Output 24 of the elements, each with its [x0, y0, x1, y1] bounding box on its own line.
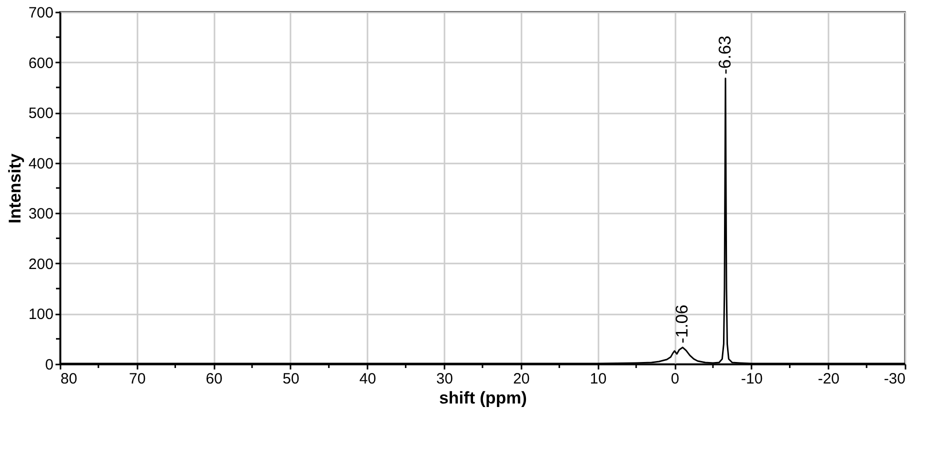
x-tick-label: -30 [884, 370, 906, 388]
y-tick-label: 600 [28, 54, 54, 72]
annotation: -6.63 [715, 36, 734, 74]
y-tick-label: 300 [28, 206, 54, 223]
x-tick-label: -20 [818, 370, 840, 388]
x-tick-label: 20 [513, 370, 530, 388]
y-tick-label: 0 [45, 356, 54, 374]
x-tick-label: 60 [206, 370, 222, 388]
x-tick-label: 40 [359, 370, 376, 388]
y-tick-label: 400 [28, 155, 54, 172]
x-tick-label: 50 [282, 370, 300, 388]
y-axis-title: Intensity [5, 153, 24, 224]
y-tick-label: 100 [28, 306, 54, 324]
x-tick-label: 0 [670, 370, 680, 388]
x-tick-label: 70 [128, 370, 146, 388]
x-tick-label: 80 [60, 370, 78, 388]
y-tick-label: 200 [28, 256, 54, 273]
x-axis-title: shift (ppm) [439, 388, 527, 408]
y-tick-label: 700 [28, 4, 54, 22]
annotation: -1.06 [672, 304, 692, 344]
y-tick-label: 500 [28, 105, 54, 122]
x-tick-label: 10 [590, 370, 607, 388]
x-tick-label: -10 [741, 370, 763, 388]
x-tick-label: 30 [436, 370, 453, 388]
